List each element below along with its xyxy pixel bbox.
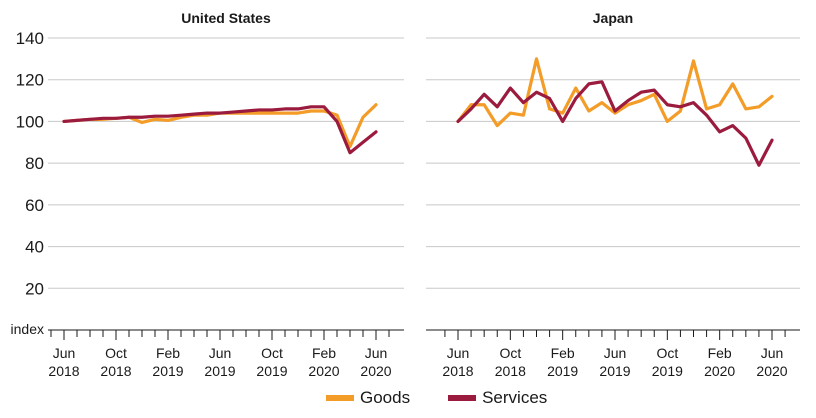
x-tick-label-year: 2019	[599, 363, 630, 379]
goods-swatch	[326, 395, 354, 401]
x-tick-label-year: 2020	[756, 363, 787, 379]
services-swatch	[448, 395, 477, 401]
panel-united-states: United StatesJun2018Oct2018Feb2019Jun201…	[11, 10, 404, 379]
x-tick-label-year: 2018	[100, 363, 131, 379]
series-line-services-japan	[456, 80, 774, 167]
x-tick-label: Jun	[761, 345, 784, 361]
x-tick-label-year: 2018	[442, 363, 473, 379]
x-tick-label-year: 2020	[704, 363, 735, 379]
chart-area: United StatesJun2018Oct2018Feb2019Jun201…	[11, 10, 800, 379]
y-tick-label: 60	[25, 196, 44, 215]
x-tick-label: Oct	[261, 345, 283, 361]
x-tick-label-year: 2019	[152, 363, 183, 379]
y-tick-label: 120	[16, 71, 44, 90]
x-tick-label-year: 2019	[652, 363, 683, 379]
x-tick-label: Jun	[209, 345, 232, 361]
y-tick-label: 20	[25, 279, 44, 298]
x-tick-label: Oct	[656, 345, 678, 361]
legend-item-services: Services	[448, 388, 547, 408]
x-tick-label: Jun	[53, 345, 76, 361]
x-tick-label: Oct	[499, 345, 521, 361]
x-tick-label-year: 2020	[308, 363, 339, 379]
legend-label-services: Services	[482, 388, 548, 407]
x-tick-label: Oct	[105, 345, 127, 361]
x-tick-label: Feb	[551, 345, 575, 361]
x-tick-label: Jun	[604, 345, 627, 361]
x-tick-label-year: 2019	[204, 363, 235, 379]
x-tick-label-year: 2018	[495, 363, 526, 379]
series-line-services-united-states	[62, 105, 378, 155]
panel-title-united-states: United States	[181, 10, 271, 26]
x-tick-label: Jun	[365, 345, 388, 361]
y-unit-label: index	[11, 321, 44, 337]
y-tick-label: 40	[25, 238, 44, 257]
x-tick-label-year: 2019	[256, 363, 287, 379]
panel-title-japan: Japan	[593, 10, 633, 26]
x-tick-label-year: 2020	[360, 363, 391, 379]
x-tick-label-year: 2019	[547, 363, 578, 379]
y-tick-label: 140	[16, 29, 44, 48]
x-tick-label: Feb	[156, 345, 180, 361]
x-tick-label: Feb	[312, 345, 336, 361]
y-tick-label: 100	[16, 112, 44, 131]
legend: Goods Services	[326, 388, 547, 408]
series-line-goods-japan	[456, 57, 774, 128]
y-tick-label: 80	[25, 154, 44, 173]
panel-japan: Japan Jun 2018 Oct 2018 Feb 2019 Jun 2019 Oct 2019…	[426, 10, 800, 379]
legend-item-goods: Goods	[326, 388, 410, 408]
legend-label-goods: Goods	[360, 388, 411, 407]
x-tick-label-year: 2018	[48, 363, 79, 379]
x-tick-label: Feb	[708, 345, 732, 361]
x-tick-label: Jun	[447, 345, 470, 361]
